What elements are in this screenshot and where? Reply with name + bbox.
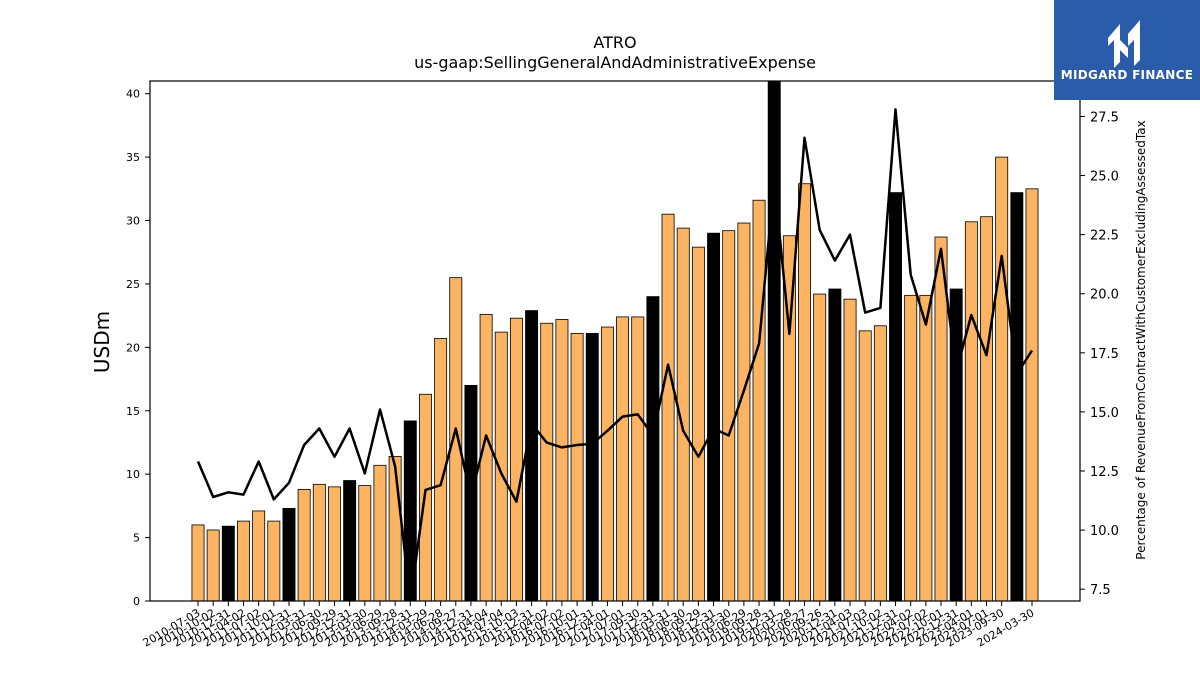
bar — [904, 294, 918, 602]
chart-title: ATRO — [593, 33, 636, 52]
bar — [737, 222, 751, 602]
bar — [540, 322, 554, 602]
y-tick-label: 25 — [126, 278, 140, 291]
y-tick-label: 0 — [133, 595, 140, 608]
y-right-tick-label: 10.0 — [1090, 524, 1119, 539]
bar — [828, 288, 842, 602]
y-tick-label: 10 — [126, 468, 140, 481]
y-tick-label: 40 — [126, 88, 140, 101]
axes: 0 5 10 15 20 25 30 35 40 7.5 10.0 12.5 15.0 17.5 20.0 2… — [126, 80, 1119, 650]
brand-name: MIDGARD FINANCE — [1060, 68, 1194, 82]
chart-subtitle: us-gaap:SellingGeneralAndAdministrativeE… — [414, 53, 816, 72]
bar — [388, 456, 402, 602]
bar — [191, 524, 205, 602]
bar — [873, 325, 887, 602]
bar — [722, 230, 736, 602]
bar — [525, 310, 539, 602]
plot-frame — [149, 80, 1081, 602]
bar — [221, 525, 235, 602]
y-right-tick-label: 27.5 — [1090, 110, 1119, 125]
bar — [297, 488, 311, 602]
bar — [798, 183, 812, 602]
brand-logo: MIDGARD FINANCE — [1054, 0, 1200, 100]
y-tick-label: 30 — [126, 215, 140, 228]
line-series — [196, 108, 1034, 601]
y-right-tick-label: 15.0 — [1090, 406, 1119, 421]
bar — [691, 246, 705, 602]
bar — [707, 232, 721, 602]
bar-series — [191, 80, 1039, 602]
y-axis-label-left: USDm — [90, 311, 114, 373]
y-tick-label: 5 — [133, 532, 140, 545]
bar — [616, 316, 630, 602]
y-tick-label: 20 — [126, 341, 140, 354]
bar — [600, 326, 614, 602]
bar — [631, 316, 645, 602]
bar — [1025, 188, 1039, 602]
bar — [312, 483, 326, 602]
bar — [555, 319, 569, 602]
bar — [843, 298, 857, 602]
bar — [206, 529, 220, 602]
bar — [570, 332, 584, 602]
bar — [343, 480, 357, 602]
y-tick-label: 15 — [126, 405, 140, 418]
bar — [328, 486, 341, 602]
bar — [964, 221, 978, 602]
bar — [813, 293, 827, 602]
bar — [661, 213, 675, 602]
y-right-tick-label: 25.0 — [1090, 170, 1119, 185]
bar — [358, 485, 372, 602]
bar — [646, 296, 660, 602]
bar — [889, 192, 902, 602]
bar — [252, 510, 266, 602]
bar — [767, 80, 781, 602]
bar — [995, 156, 1009, 602]
bar — [373, 464, 387, 602]
y-right-tick-label: 12.5 — [1090, 465, 1119, 480]
bar — [509, 317, 523, 602]
y-tick-label: 35 — [126, 151, 140, 164]
bar — [1010, 192, 1024, 602]
bar — [267, 520, 281, 602]
series-line — [196, 108, 1034, 601]
y-right-tick-label: 17.5 — [1090, 347, 1119, 362]
bar — [919, 294, 933, 602]
bar — [282, 508, 296, 602]
bar — [585, 332, 599, 602]
y-right-tick-label: 20.0 — [1090, 288, 1119, 303]
bar — [980, 216, 993, 602]
bar — [449, 277, 463, 602]
bar — [858, 330, 872, 602]
y-right-tick-label: 22.5 — [1090, 229, 1119, 244]
bar — [752, 199, 766, 602]
midgard-logo-icon — [1108, 20, 1140, 68]
bar — [494, 331, 508, 602]
bar — [237, 520, 250, 602]
y-axis-label-right: Percentage of RevenueFromContractWithCus… — [1134, 120, 1148, 559]
y-right-tick-label: 7.5 — [1090, 583, 1111, 598]
